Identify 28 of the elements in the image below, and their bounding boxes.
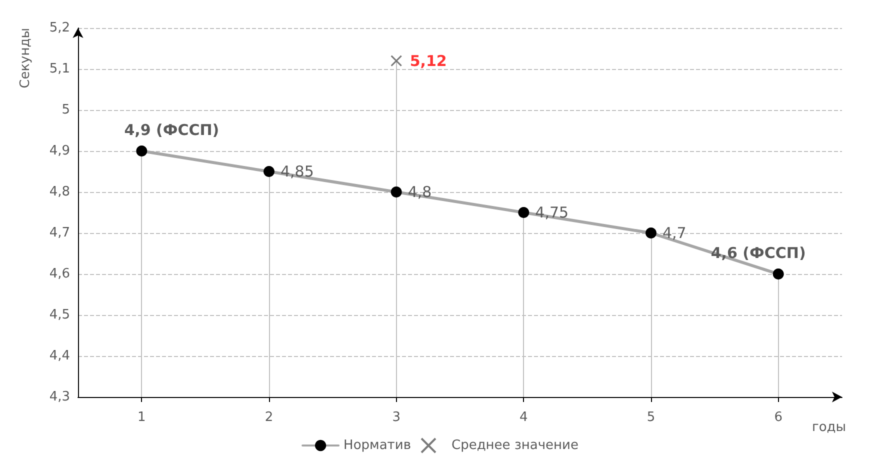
data-label: 4,85 (280, 162, 314, 180)
x-axis-title: годы (812, 420, 846, 435)
x-tick-label: 4 (520, 410, 528, 425)
y-tick-label: 4,4 (49, 348, 70, 364)
y-tick-label: 5,2 (49, 20, 70, 36)
legend-label: Среднее значение (451, 438, 578, 453)
y-tick-label: 4,5 (49, 308, 70, 322)
y-tick-label: 4,7 (49, 226, 70, 240)
point (390, 55, 402, 67)
data-label: 4,7 (662, 224, 686, 242)
data-label: 4,75 (535, 204, 569, 222)
data-label: 4,6 (ФССП) (710, 244, 806, 262)
legend-label: Норматив (344, 438, 411, 453)
data-label: 4,9 (ФССП) (124, 121, 220, 139)
x-tick-label: 1 (138, 410, 146, 425)
x-tick-label: 3 (392, 410, 400, 425)
y-tick-label: 4,3 (49, 390, 70, 404)
y-tick-label: 5,1 (49, 62, 70, 76)
y-tick-label: 5 (62, 102, 70, 118)
y-tick-label: 4,6 (49, 266, 70, 282)
y-tick-label: 4,9 (49, 144, 70, 158)
x-tick-label: 6 (774, 410, 782, 425)
data-label: 4,8 (408, 183, 432, 201)
y-tick-label: 4,8 (49, 184, 70, 200)
x-tick-label: 2 (264, 410, 274, 425)
y-axis-title: Секунды (18, 28, 33, 88)
data-label: 5,12 (410, 52, 447, 70)
x-tick-label: 5 (646, 410, 656, 425)
